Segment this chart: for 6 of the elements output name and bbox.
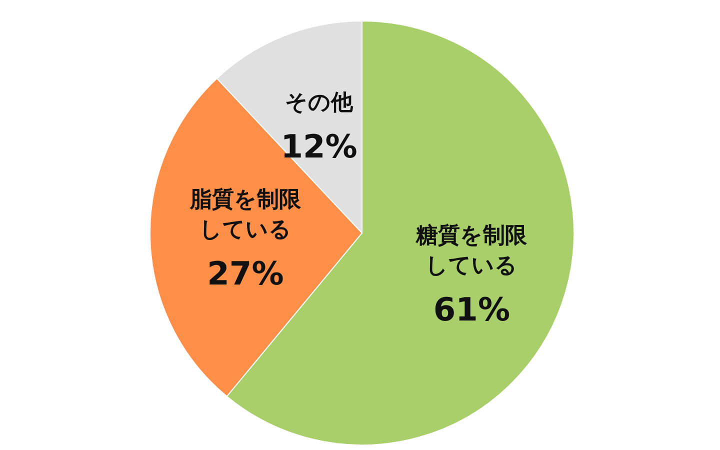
slice-label: その他 xyxy=(285,90,354,116)
slice-label: 脂質を制限している xyxy=(188,186,302,243)
slice-label: 糖質を制限している xyxy=(415,222,528,278)
data-label: 27% xyxy=(207,254,284,293)
data-label: 12% xyxy=(280,128,358,166)
data-label: 61% xyxy=(433,290,510,328)
